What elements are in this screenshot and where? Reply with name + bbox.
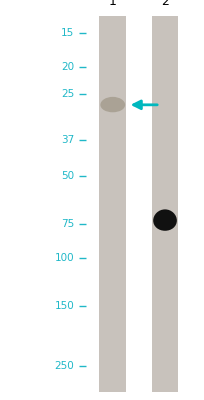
Ellipse shape [152,209,176,231]
Text: 37: 37 [61,135,74,145]
Bar [151,16,178,392]
Text: 250: 250 [54,362,74,372]
Text: 15: 15 [61,28,74,38]
Text: 50: 50 [61,171,74,181]
Text: 100: 100 [54,253,74,263]
Text: 150: 150 [54,301,74,311]
Text: 2: 2 [160,0,168,8]
Ellipse shape [100,97,124,112]
Text: 25: 25 [61,88,74,98]
Bar [99,16,126,392]
Text: 20: 20 [61,62,74,72]
Text: 75: 75 [61,219,74,229]
Text: 1: 1 [108,0,116,8]
